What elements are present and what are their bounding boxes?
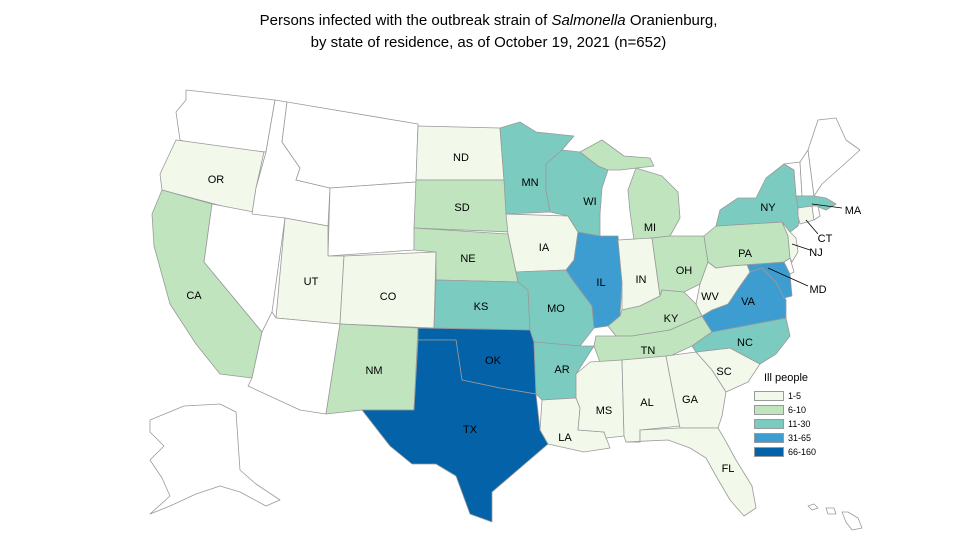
label-wv: WV	[701, 291, 719, 303]
label-il: IL	[596, 277, 605, 289]
state-wy	[327, 181, 417, 257]
label-ct: CT	[818, 233, 833, 245]
state-fl	[625, 427, 757, 517]
state-ri	[811, 205, 821, 221]
label-la: LA	[558, 432, 572, 444]
label-wi: WI	[583, 196, 596, 208]
label-ia: IA	[539, 242, 550, 254]
state-ms	[575, 359, 625, 439]
legend-swatch-4	[754, 433, 784, 443]
label-mo: MO	[547, 303, 565, 315]
state-mt	[281, 101, 419, 189]
label-tx: TX	[463, 424, 478, 436]
label-co: CO	[380, 291, 397, 303]
legend-item-1: 1-5	[754, 389, 816, 403]
legend-swatch-1	[754, 391, 784, 401]
label-or: OR	[208, 174, 225, 186]
map-leader-lines	[767, 203, 843, 287]
label-ks: KS	[474, 301, 489, 313]
state-co	[339, 251, 437, 329]
leader-ma	[811, 203, 843, 209]
label-fl: FL	[722, 463, 735, 475]
leader-nj	[791, 243, 811, 251]
label-nj: NJ	[809, 247, 822, 259]
legend-label-2: 6-10	[788, 405, 807, 415]
legend-title: Ill people	[764, 372, 809, 384]
label-ar: AR	[554, 364, 569, 376]
map-title-line1: Persons infected with the outbreak strai…	[259, 12, 718, 29]
legend-label-1: 1-5	[788, 391, 802, 401]
label-mi: MI	[644, 222, 656, 234]
label-ky: KY	[664, 313, 679, 325]
legend-item-5: 66-160	[754, 445, 816, 459]
state-nj	[781, 221, 799, 263]
state-tx	[361, 339, 549, 523]
leader-md	[767, 267, 809, 287]
legend-label-3: 11-30	[788, 419, 811, 429]
state-ct	[797, 205, 815, 225]
label-ok: OK	[485, 355, 502, 367]
legend-swatch-5	[754, 447, 784, 457]
label-va: VA	[741, 296, 756, 308]
legend-item-4: 31-65	[754, 431, 816, 445]
state-il	[565, 231, 623, 329]
label-ca: CA	[186, 290, 202, 302]
label-ut: UT	[304, 276, 319, 288]
label-md: MD	[809, 284, 826, 296]
leader-ct	[805, 219, 819, 235]
label-nm: NM	[365, 365, 382, 377]
state-mi-up	[579, 139, 655, 171]
map-state-labels: OR CA UT CO NM ND SD NE KS OK TX MN IA M…	[186, 152, 862, 475]
legend-swatch-2	[754, 405, 784, 415]
state-pa	[703, 221, 791, 269]
legend-item-3: 11-30	[754, 417, 816, 431]
label-sc: SC	[716, 366, 731, 378]
legend: Ill people 1-5 6-10 11-30 31-65 66-160	[754, 372, 816, 459]
legend-item-2: 6-10	[754, 403, 816, 417]
label-ny: NY	[760, 202, 776, 214]
state-hi	[807, 503, 863, 531]
label-pa: PA	[738, 248, 753, 260]
label-al: AL	[640, 397, 653, 409]
label-mn: MN	[521, 177, 538, 189]
legend-label-5: 66-160	[788, 447, 817, 457]
label-sd: SD	[454, 202, 469, 214]
label-nd: ND	[453, 152, 469, 164]
map-title-line2: by state of residence, as of October 19,…	[310, 34, 667, 51]
map-states	[149, 89, 863, 531]
label-oh: OH	[676, 265, 693, 277]
label-in: IN	[636, 274, 647, 286]
label-ne: NE	[460, 253, 475, 265]
state-me	[807, 117, 861, 197]
state-ak	[149, 403, 281, 515]
label-tn: TN	[641, 345, 656, 357]
legend-swatch-3	[754, 419, 784, 429]
label-ga: GA	[682, 394, 699, 406]
label-ma: MA	[845, 205, 862, 217]
legend-label-4: 31-65	[788, 433, 812, 443]
state-ny	[715, 163, 801, 233]
label-ms: MS	[596, 405, 613, 417]
label-nc: NC	[737, 337, 753, 349]
